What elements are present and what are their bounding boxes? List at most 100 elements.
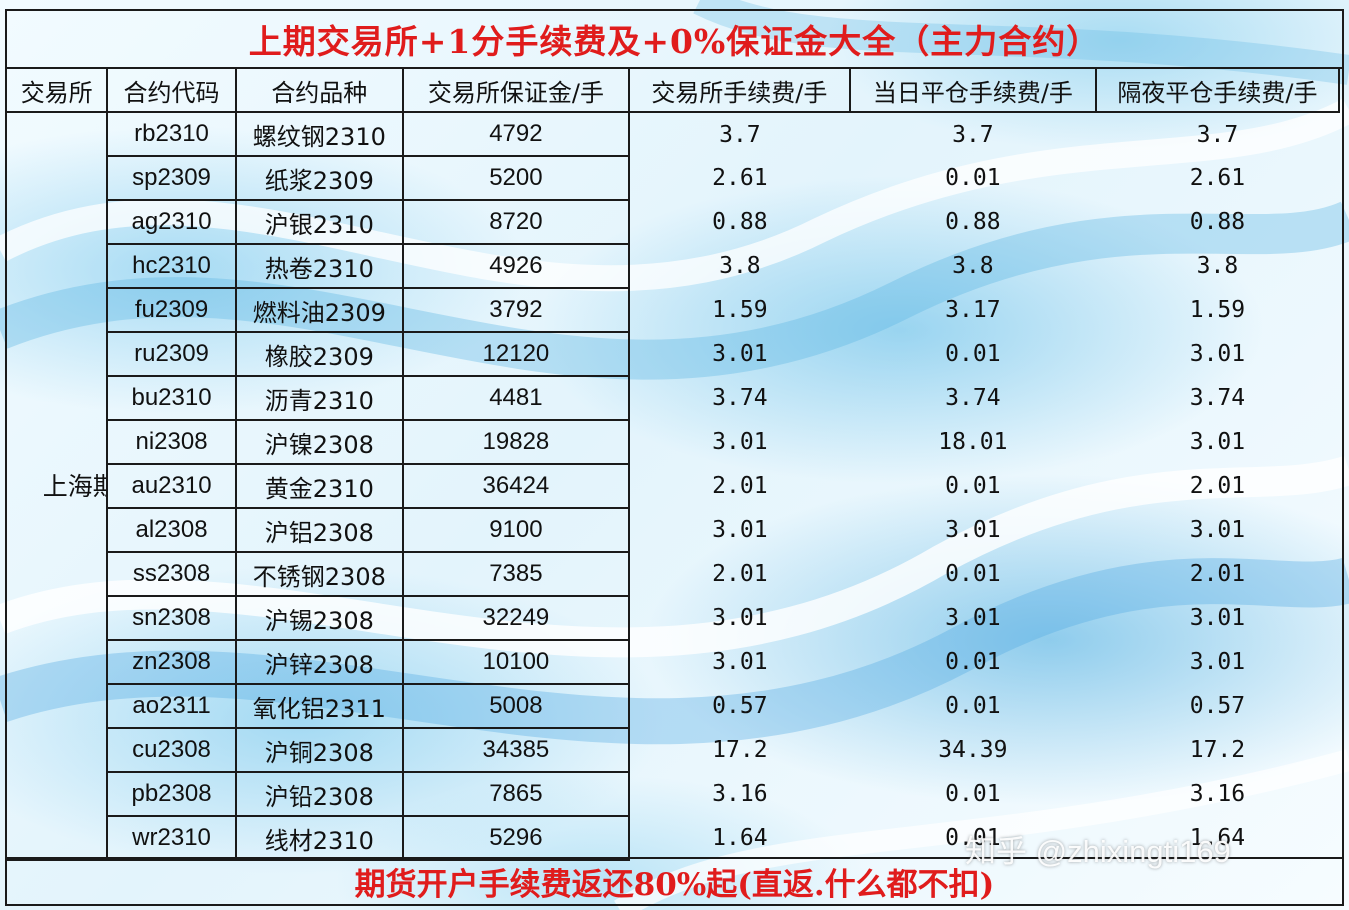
- margin-cell: 7865: [401, 771, 630, 817]
- variety-cell: 沪铝2308: [234, 507, 404, 553]
- table-row: pb2308 沪铅2308 7865 3.16 0.01 3.16: [6, 771, 1339, 817]
- contract-code-cell: wr2310: [106, 815, 237, 861]
- overnight-fee-cell: 0.88: [1189, 209, 1246, 235]
- margin-cell: 5008: [401, 683, 630, 729]
- overnight-fee-cell: 3.7: [1196, 121, 1239, 148]
- contract-code-cell: rb2310: [106, 111, 237, 157]
- overnight-fee-cell: 3.8: [1196, 253, 1239, 279]
- margin-cell: 4792: [401, 111, 630, 157]
- variety-cell: 沪银2310: [234, 199, 404, 245]
- table-row: ao2311 氧化铝2311 5008 0.57 0.01 0.57: [6, 683, 1339, 729]
- contract-code-cell: cu2308: [106, 727, 237, 773]
- margin-cell: 36424: [401, 463, 630, 509]
- variety-cell: 沪铜2308: [234, 727, 404, 773]
- overnight-fee-cell: 3.01: [1189, 341, 1246, 367]
- margin-cell: 10100: [401, 639, 630, 685]
- intraday-fee-cell: 3.8: [952, 253, 994, 279]
- contract-code-cell: bu2310: [106, 375, 237, 421]
- table-row: cu2308 沪铜2308 34385 17.2 34.39 17.2: [6, 727, 1339, 773]
- fee-cell: 3.16: [712, 781, 768, 807]
- intraday-fee-cell: 3.01: [945, 605, 1001, 631]
- variety-cell: 线材2310: [234, 815, 404, 861]
- intraday-fee-cell: 3.7: [952, 121, 994, 148]
- margin-cell: 19828: [401, 419, 630, 465]
- contract-code-cell: sp2309: [106, 155, 237, 201]
- margin-cell: 32249: [401, 595, 630, 641]
- margin-cell: 12120: [401, 331, 630, 377]
- overnight-fee-cell: 3.01: [1189, 429, 1246, 455]
- exchange-name-cell: 上海期货交易所: [4, 112, 109, 861]
- intraday-fee-cell: 3.74: [945, 385, 1001, 411]
- intraday-fee-cell: 34.39: [938, 737, 1008, 763]
- overnight-fee-cell: 3.01: [1189, 649, 1246, 675]
- overnight-fee-cell: 3.01: [1189, 517, 1246, 543]
- variety-cell: 沥青2310: [234, 375, 404, 421]
- header-overnight-fee: 隔夜平仓手续费/手: [1094, 67, 1341, 113]
- header-code: 合约代码: [106, 67, 237, 113]
- overnight-fee-cell: 1.64: [1189, 825, 1246, 851]
- overnight-fee-cell: 3.74: [1189, 385, 1246, 411]
- contract-code-cell: zn2308: [106, 639, 237, 685]
- contract-code-cell: al2308: [106, 507, 237, 553]
- overnight-fee-cell: 2.61: [1189, 165, 1246, 191]
- margin-cell: 5296: [401, 815, 630, 861]
- contract-code-cell: ni2308: [106, 419, 237, 465]
- variety-cell: 黄金2310: [234, 463, 404, 509]
- fee-cell: 3.01: [712, 341, 768, 367]
- fee-cell: 17.2: [712, 737, 768, 763]
- table-row: sn2308 沪锡2308 32249 3.01 3.01 3.01: [6, 595, 1339, 641]
- fee-cell: 3.01: [712, 517, 768, 543]
- contract-code-cell: ru2309: [106, 331, 237, 377]
- margin-cell: 4926: [401, 243, 630, 289]
- overnight-fee-cell: 0.57: [1189, 693, 1246, 719]
- table-row: al2308 沪铝2308 9100 3.01 3.01 3.01: [6, 507, 1339, 553]
- intraday-fee-cell: 0.01: [945, 473, 1001, 499]
- margin-cell: 5200: [401, 155, 630, 201]
- intraday-fee-cell: 0.01: [945, 561, 1001, 587]
- table-row: ni2308 沪镍2308 19828 3.01 18.01 3.01: [6, 419, 1339, 465]
- table-row: fu2309 燃料油2309 3792 1.59 3.17 1.59: [6, 287, 1339, 333]
- intraday-fee-cell: 3.17: [945, 297, 1001, 323]
- intraday-fee-cell: 3.01: [945, 517, 1001, 543]
- header-variety: 合约品种: [234, 67, 404, 113]
- fee-cell: 3.74: [712, 385, 768, 411]
- contract-code-cell: ss2308: [106, 551, 237, 597]
- header-exchange: 交易所: [4, 67, 109, 113]
- table-row: hc2310 热卷2310 4926 3.8 3.8 3.8: [6, 243, 1339, 289]
- table-row: ag2310 沪银2310 8720 0.88 0.88 0.88: [6, 199, 1339, 245]
- variety-cell: 燃料油2309: [234, 287, 404, 333]
- fee-cell: 3.01: [712, 429, 768, 455]
- overnight-fee-cell: 1.59: [1189, 297, 1246, 323]
- contract-code-cell: sn2308: [106, 595, 237, 641]
- header-row: 交易所 合约代码 合约品种 交易所保证金/手 交易所手续费/手 当日平仓手续费/…: [4, 67, 1341, 113]
- variety-cell: 橡胶2309: [234, 331, 404, 377]
- contract-code-cell: ao2311: [106, 683, 237, 729]
- table-row: sp2309 纸浆2309 5200 2.61 0.01 2.61: [6, 155, 1339, 201]
- margin-cell: 7385: [401, 551, 630, 597]
- overnight-fee-cell: 3.01: [1189, 605, 1246, 631]
- header-intraday-fee: 当日平仓手续费/手: [848, 67, 1097, 113]
- margin-cell: 8720: [401, 199, 630, 245]
- margin-cell: 4481: [401, 375, 630, 421]
- fee-cell: 3.8: [719, 253, 761, 279]
- intraday-fee-cell: 0.01: [945, 825, 1001, 851]
- variety-cell: 沪锡2308: [234, 595, 404, 641]
- table-row: au2310 黄金2310 36424 2.01 0.01 2.01: [6, 463, 1339, 509]
- watermark: 知乎 @zhixingti169: [965, 834, 1231, 869]
- header-fee: 交易所手续费/手: [627, 67, 851, 113]
- contract-code-cell: pb2308: [106, 771, 237, 817]
- fee-cell: 2.61: [712, 165, 768, 191]
- margin-cell: 3792: [401, 287, 630, 333]
- fee-cell: 3.01: [712, 649, 768, 675]
- variety-cell: 不锈钢2308: [234, 551, 404, 597]
- variety-cell: 氧化铝2311: [234, 683, 404, 729]
- variety-cell: 纸浆2309: [234, 155, 404, 201]
- page-title: 上期交易所+1分手续费及+0%保证金大全（主力合约）: [7, 11, 1342, 69]
- fee-cell: 2.01: [712, 473, 768, 499]
- fee-cell: 0.57: [712, 693, 768, 719]
- fee-cell: 1.64: [712, 825, 768, 851]
- table-row: ss2308 不锈钢2308 7385 2.01 0.01 2.01: [6, 551, 1339, 597]
- footer-promo: 期货开户手续费返还80%起(直返.什么都不扣): [7, 857, 1342, 904]
- overnight-fee-cell: 3.16: [1189, 781, 1246, 807]
